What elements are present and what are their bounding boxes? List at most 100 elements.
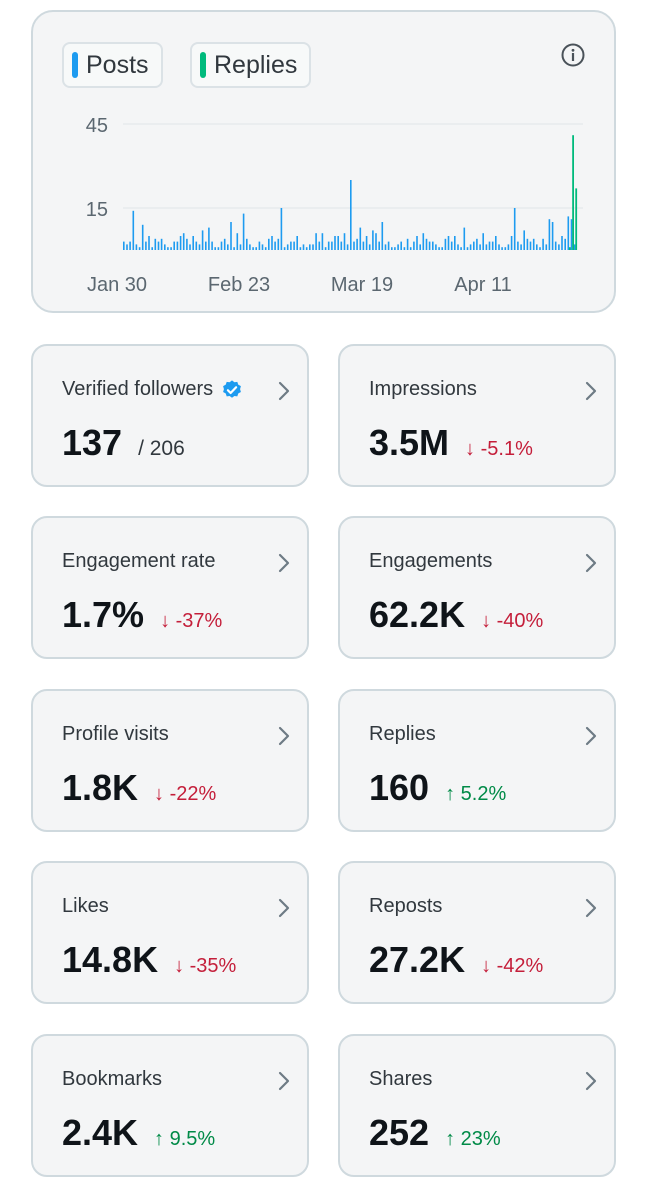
- posts-bar[interactable]: [495, 236, 497, 250]
- posts-bar[interactable]: [286, 244, 289, 250]
- posts-bar[interactable]: [217, 247, 220, 250]
- posts-bar[interactable]: [375, 233, 377, 250]
- posts-bar[interactable]: [432, 241, 434, 250]
- posts-bar[interactable]: [469, 244, 472, 250]
- posts-bar[interactable]: [252, 247, 254, 250]
- posts-bar[interactable]: [223, 238, 226, 250]
- posts-bar[interactable]: [539, 247, 541, 250]
- posts-bar[interactable]: [173, 241, 175, 250]
- posts-bar[interactable]: [394, 247, 396, 250]
- posts-bar[interactable]: [413, 241, 415, 250]
- legend-replies-toggle[interactable]: Replies: [190, 42, 312, 88]
- posts-bar[interactable]: [331, 241, 333, 250]
- posts-bar[interactable]: [400, 241, 402, 250]
- posts-bar[interactable]: [334, 236, 336, 250]
- posts-bar[interactable]: [353, 241, 355, 250]
- posts-bar[interactable]: [397, 244, 399, 250]
- posts-bar[interactable]: [573, 244, 576, 250]
- posts-bar[interactable]: [422, 233, 425, 250]
- posts-bar[interactable]: [350, 180, 352, 250]
- posts-bar[interactable]: [123, 241, 125, 250]
- posts-bar[interactable]: [261, 244, 264, 250]
- posts-bar[interactable]: [473, 241, 475, 250]
- posts-bar[interactable]: [447, 236, 450, 250]
- posts-bar[interactable]: [523, 230, 525, 250]
- stat-card-engagements[interactable]: Engagements 62.2K ↓ -40%: [338, 516, 616, 659]
- posts-bar[interactable]: [135, 244, 138, 250]
- posts-bar[interactable]: [554, 241, 557, 250]
- posts-bar[interactable]: [378, 241, 380, 250]
- posts-bar[interactable]: [271, 236, 273, 250]
- posts-bar[interactable]: [558, 244, 560, 250]
- posts-bar[interactable]: [381, 222, 384, 250]
- posts-bar[interactable]: [220, 241, 223, 250]
- stat-card-profile-visits[interactable]: Profile visits 1.8K ↓ -22%: [31, 689, 309, 832]
- posts-bar[interactable]: [176, 241, 179, 250]
- posts-bar[interactable]: [151, 247, 153, 250]
- posts-bar[interactable]: [148, 236, 150, 250]
- replies-bar[interactable]: [569, 247, 571, 250]
- posts-bar[interactable]: [504, 247, 507, 250]
- posts-bar[interactable]: [542, 238, 544, 250]
- posts-bar[interactable]: [460, 247, 462, 250]
- posts-bar[interactable]: [227, 244, 229, 250]
- posts-bar[interactable]: [214, 247, 216, 250]
- posts-bar[interactable]: [428, 241, 431, 250]
- posts-bar[interactable]: [488, 241, 491, 250]
- posts-bar[interactable]: [491, 241, 494, 250]
- posts-bar[interactable]: [233, 247, 235, 250]
- stat-card-likes[interactable]: Likes 14.8K ↓ -35%: [31, 861, 309, 1004]
- posts-bar[interactable]: [441, 247, 443, 250]
- posts-bar[interactable]: [315, 233, 317, 250]
- posts-bar[interactable]: [384, 244, 387, 250]
- posts-bar[interactable]: [498, 244, 500, 250]
- posts-bar[interactable]: [236, 233, 239, 250]
- posts-bar[interactable]: [532, 238, 535, 250]
- posts-bar[interactable]: [258, 241, 261, 250]
- posts-bar[interactable]: [454, 236, 456, 250]
- posts-bar[interactable]: [309, 244, 311, 250]
- posts-bar[interactable]: [230, 222, 232, 250]
- posts-bar[interactable]: [164, 244, 166, 250]
- stat-card-impressions[interactable]: Impressions 3.5M ↓ -5.1%: [338, 344, 616, 487]
- posts-bar[interactable]: [520, 244, 522, 250]
- stat-card-reposts[interactable]: Reposts 27.2K ↓ -42%: [338, 861, 616, 1004]
- posts-bar[interactable]: [179, 236, 182, 250]
- posts-bar[interactable]: [463, 227, 466, 250]
- posts-bar[interactable]: [211, 241, 213, 250]
- posts-bar[interactable]: [340, 241, 343, 250]
- posts-bar[interactable]: [343, 233, 346, 250]
- posts-bar[interactable]: [167, 247, 169, 250]
- posts-bar[interactable]: [290, 241, 292, 250]
- posts-bar[interactable]: [141, 224, 144, 250]
- posts-bar[interactable]: [406, 238, 409, 250]
- posts-bar[interactable]: [129, 241, 131, 250]
- posts-bar[interactable]: [416, 236, 418, 250]
- posts-bar[interactable]: [239, 244, 242, 250]
- replies-bar[interactable]: [572, 135, 574, 250]
- info-icon[interactable]: [560, 42, 586, 68]
- posts-bar[interactable]: [425, 238, 428, 250]
- posts-bar[interactable]: [359, 227, 362, 250]
- posts-bar[interactable]: [466, 247, 469, 250]
- posts-bar[interactable]: [507, 244, 510, 250]
- posts-bar[interactable]: [570, 219, 573, 250]
- posts-bar[interactable]: [264, 247, 267, 250]
- posts-bar[interactable]: [567, 216, 570, 250]
- posts-bar[interactable]: [356, 238, 358, 250]
- posts-bar[interactable]: [337, 236, 339, 250]
- posts-bar[interactable]: [391, 247, 393, 250]
- posts-bar[interactable]: [536, 244, 538, 250]
- posts-bar[interactable]: [561, 236, 563, 250]
- posts-bar[interactable]: [513, 208, 516, 250]
- posts-bar[interactable]: [444, 238, 447, 250]
- posts-bar[interactable]: [126, 244, 128, 250]
- posts-bar[interactable]: [268, 238, 270, 250]
- stat-card-bookmarks[interactable]: Bookmarks 2.4K ↑ 9.5%: [31, 1034, 309, 1177]
- posts-bar[interactable]: [564, 238, 566, 250]
- posts-bar[interactable]: [145, 241, 147, 250]
- stat-card-engagement-rate[interactable]: Engagement rate 1.7% ↓ -37%: [31, 516, 309, 659]
- posts-bar[interactable]: [321, 233, 324, 250]
- posts-bar[interactable]: [409, 247, 412, 250]
- posts-bar[interactable]: [324, 247, 327, 250]
